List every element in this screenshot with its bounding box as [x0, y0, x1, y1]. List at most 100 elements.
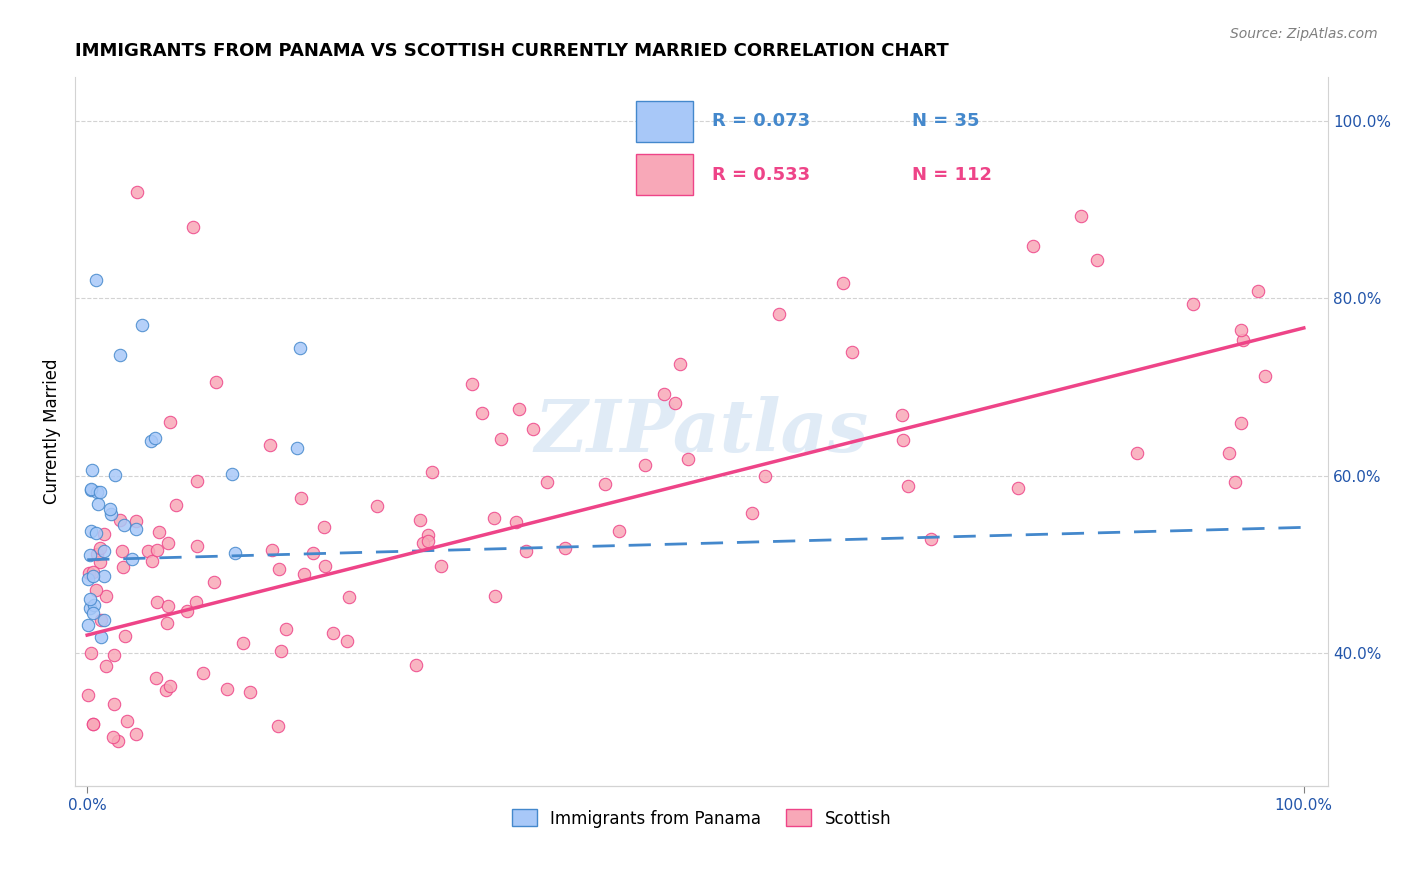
Point — [110, 513, 132, 527]
Point — [1181, 297, 1204, 311]
Point — [269, 562, 291, 576]
Point — [100, 507, 122, 521]
Point — [634, 458, 657, 472]
Point — [290, 491, 312, 506]
Point — [460, 376, 482, 391]
Point — [80, 463, 103, 477]
Point — [111, 543, 134, 558]
Point — [301, 546, 323, 560]
Point — [607, 524, 630, 539]
Point — [80, 646, 103, 660]
Point — [93, 543, 115, 558]
Point — [669, 357, 692, 371]
Point — [86, 485, 108, 500]
Point — [77, 572, 100, 586]
Point — [515, 544, 537, 558]
Point — [93, 527, 115, 541]
Point — [93, 569, 115, 583]
Point — [288, 341, 311, 355]
Point — [84, 526, 107, 541]
Point — [131, 318, 153, 332]
Point — [157, 536, 180, 550]
Point — [191, 665, 214, 680]
Point — [125, 185, 148, 199]
Point — [1230, 323, 1253, 337]
Point — [1254, 369, 1277, 384]
Point — [754, 469, 776, 483]
Point — [90, 613, 112, 627]
Point — [86, 548, 108, 562]
Text: Source: ZipAtlas.com: Source: ZipAtlas.com — [1230, 27, 1378, 41]
Point — [267, 719, 290, 733]
Point — [1230, 417, 1253, 431]
Point — [224, 546, 246, 560]
Point — [221, 467, 243, 481]
Point — [482, 511, 505, 525]
Point — [82, 565, 104, 579]
Point — [312, 520, 335, 534]
Point — [536, 475, 558, 489]
Point — [94, 589, 117, 603]
Point — [89, 541, 111, 556]
Point — [841, 344, 863, 359]
Point — [484, 589, 506, 603]
Point — [768, 307, 790, 321]
Point — [471, 406, 494, 420]
Point — [409, 513, 432, 527]
Point — [112, 518, 135, 533]
Point — [652, 387, 675, 401]
Point — [418, 534, 440, 549]
Point — [741, 506, 763, 520]
Point — [143, 431, 166, 445]
Point — [186, 474, 208, 488]
Point — [890, 408, 912, 422]
Point — [79, 548, 101, 562]
Point — [84, 273, 107, 287]
Point — [676, 451, 699, 466]
Point — [80, 483, 103, 497]
Point — [239, 685, 262, 699]
Point — [82, 569, 104, 583]
Point — [489, 432, 512, 446]
Point — [82, 716, 104, 731]
Point — [125, 727, 148, 741]
Point — [80, 482, 103, 496]
Point — [156, 599, 179, 613]
Point — [89, 484, 111, 499]
Point — [117, 714, 139, 729]
Point — [259, 438, 281, 452]
Point — [1007, 481, 1029, 495]
Point — [1232, 333, 1254, 347]
Point — [183, 220, 205, 235]
Point — [125, 514, 148, 528]
Point — [1247, 285, 1270, 299]
Point — [232, 636, 254, 650]
Point — [270, 644, 292, 658]
Point — [90, 630, 112, 644]
Point — [184, 595, 207, 609]
Point — [554, 541, 576, 555]
Point — [165, 498, 187, 512]
Point — [1085, 252, 1108, 267]
Point — [146, 595, 169, 609]
Point — [114, 629, 136, 643]
Point — [1070, 209, 1092, 223]
Point — [108, 348, 131, 362]
Point — [891, 433, 914, 447]
Point — [148, 524, 170, 539]
Point — [145, 671, 167, 685]
Point — [82, 606, 104, 620]
Point — [159, 680, 181, 694]
Point — [522, 422, 544, 436]
Legend: Immigrants from Panama, Scottish: Immigrants from Panama, Scottish — [505, 803, 898, 834]
Point — [87, 497, 110, 511]
Point — [98, 502, 121, 516]
Point — [79, 601, 101, 615]
Point — [76, 617, 98, 632]
Point — [155, 683, 177, 698]
Point — [103, 648, 125, 662]
Point — [430, 558, 453, 573]
Point — [285, 441, 308, 455]
Point — [260, 542, 283, 557]
Point — [94, 659, 117, 673]
